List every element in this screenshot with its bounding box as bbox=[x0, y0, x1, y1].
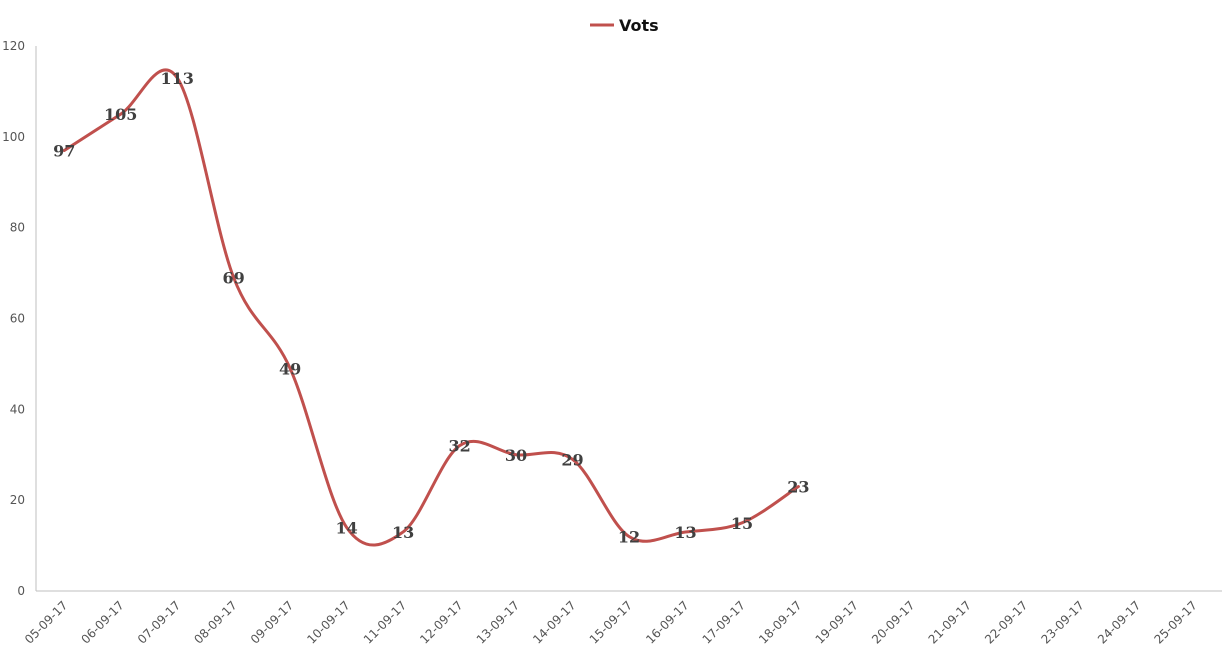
y-tick-label: 80 bbox=[10, 221, 25, 235]
y-tick-label: 0 bbox=[17, 584, 25, 598]
data-label: 105 bbox=[104, 105, 137, 124]
x-tick-labels: 05-09-17 06-09-17 07-09-17 08-09-17 09-09-17… bbox=[22, 598, 1200, 646]
chart-legend: Vots bbox=[590, 16, 659, 35]
x-tick-label: 06-09-17 bbox=[78, 598, 126, 646]
data-label: 97 bbox=[53, 141, 75, 160]
x-tick-label: 05-09-17 bbox=[22, 598, 70, 646]
data-label: 12 bbox=[618, 528, 640, 547]
data-label: 69 bbox=[223, 269, 245, 288]
x-tick-label: 13-09-17 bbox=[474, 598, 522, 646]
x-tick-label: 21-09-17 bbox=[926, 598, 974, 646]
x-tick-label: 12-09-17 bbox=[417, 598, 465, 646]
x-tick-label: 16-09-17 bbox=[643, 598, 691, 646]
y-tick-label: 20 bbox=[10, 493, 25, 507]
data-label: 30 bbox=[505, 446, 527, 465]
data-label: 49 bbox=[279, 359, 301, 378]
x-tick-label: 19-09-17 bbox=[813, 598, 861, 646]
x-tick-label: 08-09-17 bbox=[191, 598, 239, 646]
x-tick-label: 09-09-17 bbox=[248, 598, 296, 646]
series-line-vots bbox=[62, 68, 800, 547]
x-tick-label: 22-09-17 bbox=[982, 598, 1030, 646]
x-tick-label: 25-09-17 bbox=[1151, 598, 1199, 646]
x-tick-label: 14-09-17 bbox=[530, 598, 578, 646]
data-label: 29 bbox=[561, 450, 583, 469]
x-tick-label: 15-09-17 bbox=[587, 598, 635, 646]
y-tick-label: 40 bbox=[10, 402, 25, 416]
data-label: 13 bbox=[392, 523, 414, 542]
data-label: 14 bbox=[335, 518, 357, 537]
legend-label: Vots bbox=[619, 16, 659, 35]
y-tick-labels: 0 20 40 60 80 100 120 bbox=[2, 39, 25, 598]
data-label: 13 bbox=[674, 523, 696, 542]
data-label: 113 bbox=[160, 69, 193, 88]
y-tick-label: 120 bbox=[2, 39, 25, 53]
x-tick-label: 23-09-17 bbox=[1039, 598, 1087, 646]
x-tick-label: 10-09-17 bbox=[304, 598, 352, 646]
data-label: 23 bbox=[787, 478, 809, 497]
data-label: 32 bbox=[448, 437, 470, 456]
x-tick-label: 17-09-17 bbox=[700, 598, 748, 646]
series-group bbox=[62, 68, 800, 547]
data-labels: 97 105 113 69 49 14 13 32 30 29 12 13 15 23 bbox=[53, 69, 809, 547]
x-tick-label: 07-09-17 bbox=[135, 598, 183, 646]
data-label: 15 bbox=[731, 514, 753, 533]
y-tick-label: 60 bbox=[10, 312, 25, 326]
x-tick-label: 24-09-17 bbox=[1095, 598, 1143, 646]
x-tick-label: 18-09-17 bbox=[756, 598, 804, 646]
x-tick-label: 11-09-17 bbox=[361, 598, 409, 646]
chart-axes bbox=[35, 46, 1222, 592]
y-tick-label: 100 bbox=[2, 130, 25, 144]
x-tick-label: 20-09-17 bbox=[869, 598, 917, 646]
